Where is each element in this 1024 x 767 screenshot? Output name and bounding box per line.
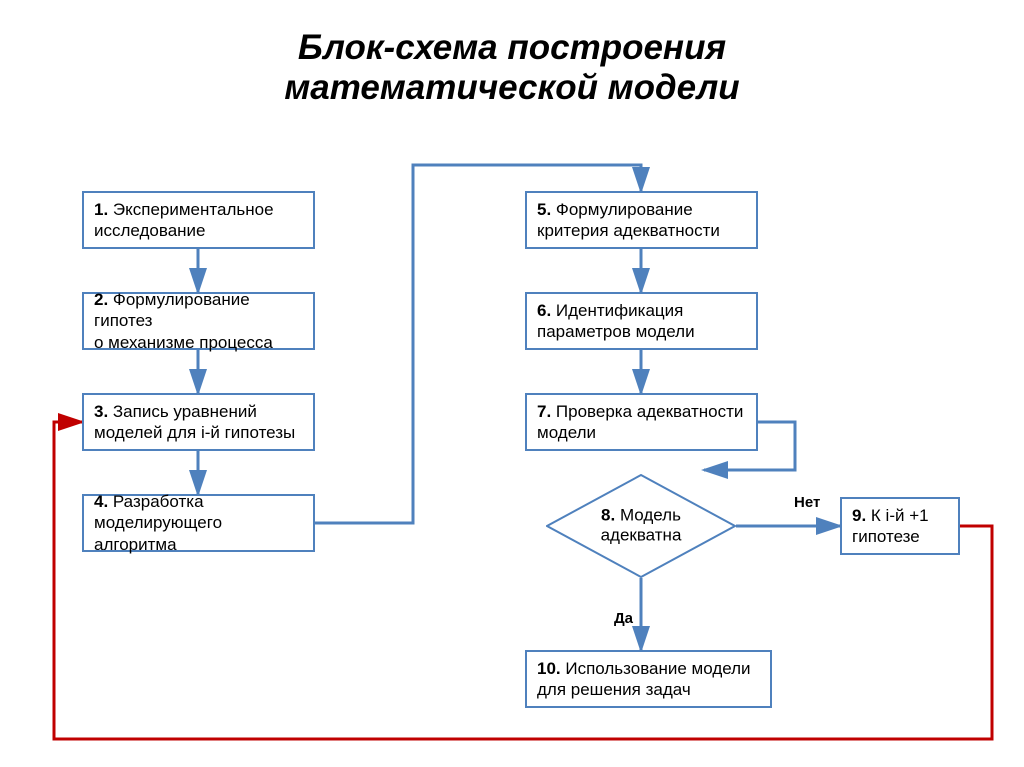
arrows-layer bbox=[0, 0, 1024, 767]
node-9: 9. К i-й +1гипотезе bbox=[840, 497, 960, 555]
node-3: 3. Запись уравнениймоделей для i-й гипот… bbox=[82, 393, 315, 451]
edge-label-no: Нет bbox=[794, 494, 820, 511]
decision-8-label: 8. Модельадекватна bbox=[546, 506, 736, 547]
node-4: 4. Разработкамоделирующего алгоритма bbox=[82, 494, 315, 552]
node-10: 10. Использование моделидля решения зада… bbox=[525, 650, 772, 708]
node-10-label: 10. Использование моделидля решения зада… bbox=[537, 658, 751, 701]
node-5: 5. Формулированиекритерия адекватности bbox=[525, 191, 758, 249]
decision-8: 8. Модельадекватна bbox=[546, 474, 736, 578]
node-7-label: 7. Проверка адекватностимодели bbox=[537, 401, 743, 444]
node-3-label: 3. Запись уравнениймоделей для i-й гипот… bbox=[94, 401, 295, 444]
node-6: 6. Идентификацияпараметров модели bbox=[525, 292, 758, 350]
node-1-label: 1. Экспериментальноеисследование bbox=[94, 199, 274, 242]
node-4-label: 4. Разработкамоделирующего алгоритма bbox=[94, 491, 303, 555]
node-7: 7. Проверка адекватностимодели bbox=[525, 393, 758, 451]
edge-label-yes: Да bbox=[614, 610, 633, 627]
flowchart: 1. Экспериментальноеисследование 2. Форм… bbox=[0, 0, 1024, 767]
node-5-label: 5. Формулированиекритерия адекватности bbox=[537, 199, 720, 242]
node-1: 1. Экспериментальноеисследование bbox=[82, 191, 315, 249]
node-2-label: 2. Формулирование гипотезо механизме про… bbox=[94, 289, 303, 353]
node-2: 2. Формулирование гипотезо механизме про… bbox=[82, 292, 315, 350]
node-6-label: 6. Идентификацияпараметров модели bbox=[537, 300, 695, 343]
node-9-label: 9. К i-й +1гипотезе bbox=[852, 505, 929, 548]
